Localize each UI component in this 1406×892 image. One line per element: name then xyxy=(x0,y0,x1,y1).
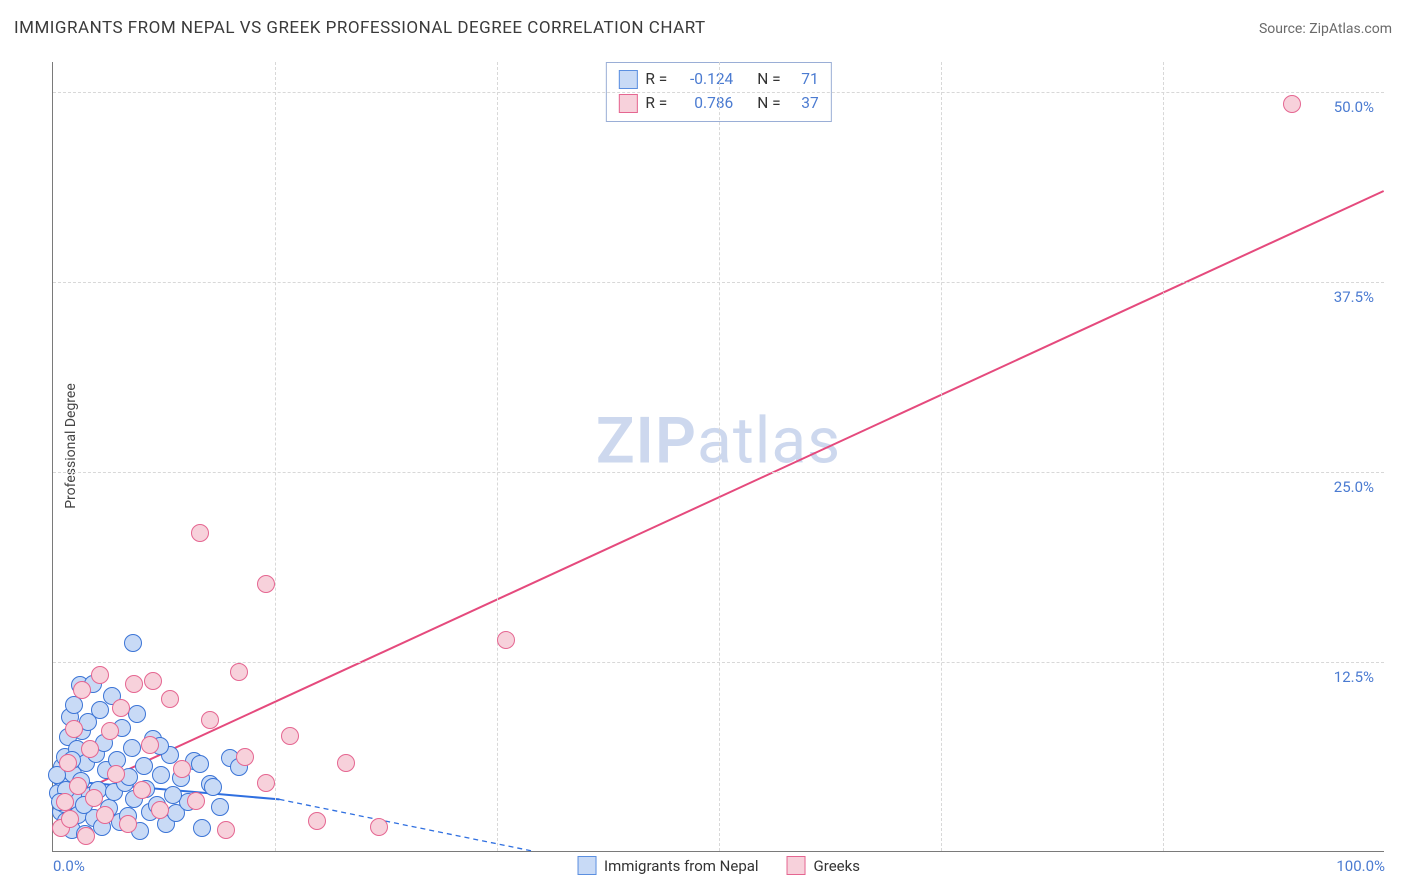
data-point xyxy=(217,821,235,839)
gridline-v xyxy=(1163,62,1164,851)
legend-swatch xyxy=(577,856,596,875)
data-point xyxy=(112,699,130,717)
data-point xyxy=(187,792,205,810)
legend-swatch xyxy=(618,70,637,89)
data-point xyxy=(123,739,141,757)
data-point xyxy=(370,818,388,836)
legend-swatch xyxy=(787,856,806,875)
data-point xyxy=(152,766,170,784)
plot-area: ZIPatlas R =-0.124N =71R =0.786N =37 Imm… xyxy=(52,62,1384,852)
data-point xyxy=(204,778,222,796)
data-point xyxy=(257,774,275,792)
data-point xyxy=(497,631,515,649)
source-attribution: Source: ZipAtlas.com xyxy=(1259,21,1392,37)
bottom-legend-item: Greeks xyxy=(787,856,860,875)
legend-r-value: 0.786 xyxy=(675,91,733,115)
data-point xyxy=(77,827,95,845)
legend-r-value: -0.124 xyxy=(675,67,733,91)
data-point xyxy=(1283,95,1301,113)
data-point xyxy=(56,793,74,811)
legend-n-label: N = xyxy=(757,91,780,115)
gridline-v xyxy=(719,62,720,851)
chart-title: IMMIGRANTS FROM NEPAL VS GREEK PROFESSIO… xyxy=(14,18,706,38)
y-tick-label: 37.5% xyxy=(1334,288,1374,306)
gridline-v xyxy=(941,62,942,851)
data-point xyxy=(85,789,103,807)
data-point xyxy=(141,736,159,754)
data-point xyxy=(125,675,143,693)
legend-r-label: R = xyxy=(645,91,667,115)
data-point xyxy=(119,815,137,833)
y-tick-label: 25.0% xyxy=(1334,478,1374,496)
legend-series-label: Immigrants from Nepal xyxy=(604,857,759,875)
x-tick-label: 100.0% xyxy=(1336,857,1385,875)
data-point xyxy=(161,690,179,708)
data-point xyxy=(59,754,77,772)
data-point xyxy=(308,812,326,830)
data-point xyxy=(133,781,151,799)
legend-series-label: Greeks xyxy=(814,857,860,875)
data-point xyxy=(191,755,209,773)
data-point xyxy=(151,801,169,819)
legend-n-label: N = xyxy=(757,67,780,91)
bottom-legend-item: Immigrants from Nepal xyxy=(577,856,759,875)
data-point xyxy=(337,754,355,772)
bottom-legend: Immigrants from Nepal Greeks xyxy=(577,856,860,875)
data-point xyxy=(144,672,162,690)
data-point xyxy=(191,524,209,542)
data-point xyxy=(236,748,254,766)
data-point xyxy=(61,810,79,828)
gridline-v xyxy=(497,62,498,851)
data-point xyxy=(96,806,114,824)
y-tick-label: 50.0% xyxy=(1334,98,1374,116)
data-point xyxy=(211,798,229,816)
data-point xyxy=(173,760,191,778)
data-point xyxy=(107,765,125,783)
x-tick-label: 0.0% xyxy=(53,857,85,875)
data-point xyxy=(124,634,142,652)
gridline-v xyxy=(275,62,276,851)
data-point xyxy=(257,575,275,593)
data-point xyxy=(65,720,83,738)
data-point xyxy=(91,666,109,684)
y-tick-label: 12.5% xyxy=(1334,668,1374,686)
legend-n-value: 71 xyxy=(789,67,819,91)
data-point xyxy=(81,740,99,758)
legend-r-label: R = xyxy=(645,67,667,91)
data-point xyxy=(230,663,248,681)
data-point xyxy=(164,786,182,804)
data-point xyxy=(73,681,91,699)
data-point xyxy=(128,705,146,723)
chart-header: IMMIGRANTS FROM NEPAL VS GREEK PROFESSIO… xyxy=(14,18,1392,38)
data-point xyxy=(69,777,87,795)
legend-n-value: 37 xyxy=(789,91,819,115)
data-point xyxy=(281,727,299,745)
data-point xyxy=(201,711,219,729)
data-point xyxy=(193,819,211,837)
legend-swatch xyxy=(618,94,637,113)
data-point xyxy=(101,722,119,740)
